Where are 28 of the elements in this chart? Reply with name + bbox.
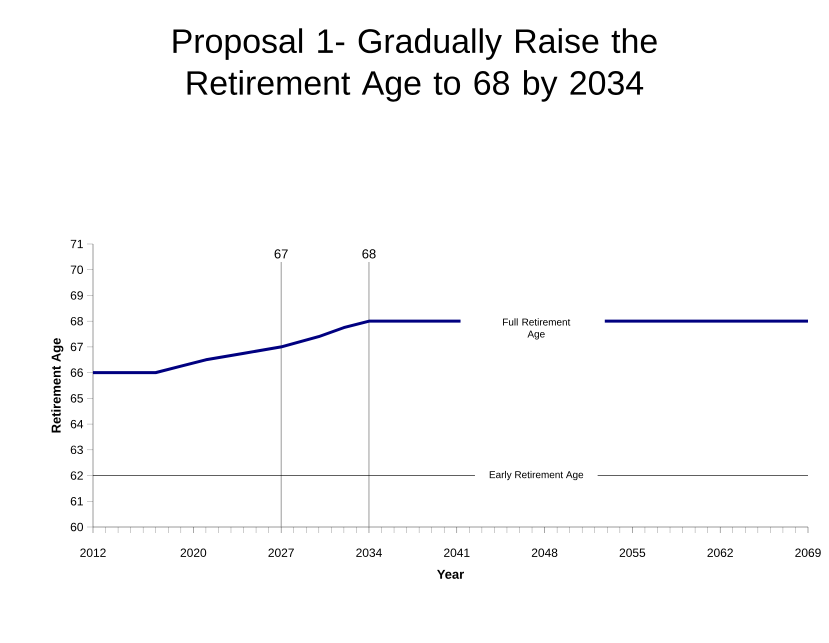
x-tick-label: 2048 [532, 548, 558, 557]
x-tick-label: 2062 [707, 548, 733, 557]
annotation: 67 [274, 249, 288, 258]
y-tick-label: 64 [70, 420, 84, 428]
y-tick-label: 67 [70, 342, 83, 352]
annotation: Full Retirement Age [503, 318, 570, 340]
x-axis-title: Year [437, 570, 464, 579]
y-tick-label: 70 [70, 265, 84, 274]
x-tick-label: 2020 [180, 548, 206, 557]
y-tick-label: 68 [70, 316, 83, 326]
annotation: 68 [362, 249, 376, 258]
y-tick-label: 71 [70, 240, 83, 248]
x-tick-label: 2069 [795, 548, 821, 557]
y-tick-label: 66 [70, 368, 83, 377]
y-tick-label: 65 [70, 394, 83, 403]
y-tick-label: 69 [70, 291, 83, 300]
x-tick-label: 2034 [356, 548, 382, 557]
y-tick-label: 62 [70, 471, 83, 480]
y-tick-label: 60 [70, 522, 84, 532]
y-tick-label: 63 [70, 446, 83, 454]
x-tick-label: 2041 [444, 548, 470, 557]
x-tick-label: 2012 [80, 548, 106, 557]
x-tick-label: 2027 [268, 548, 294, 557]
ref-line-label: Early Retirement Age [490, 470, 584, 480]
y-axis-title: Retirement Age [51, 338, 64, 432]
x-tick-label: 2055 [620, 548, 646, 557]
chart-title: Proposal 1- Gradually Raise the Retirement Age to 68 by 2034 [173, 28, 657, 102]
y-tick-label: 61 [70, 497, 83, 506]
